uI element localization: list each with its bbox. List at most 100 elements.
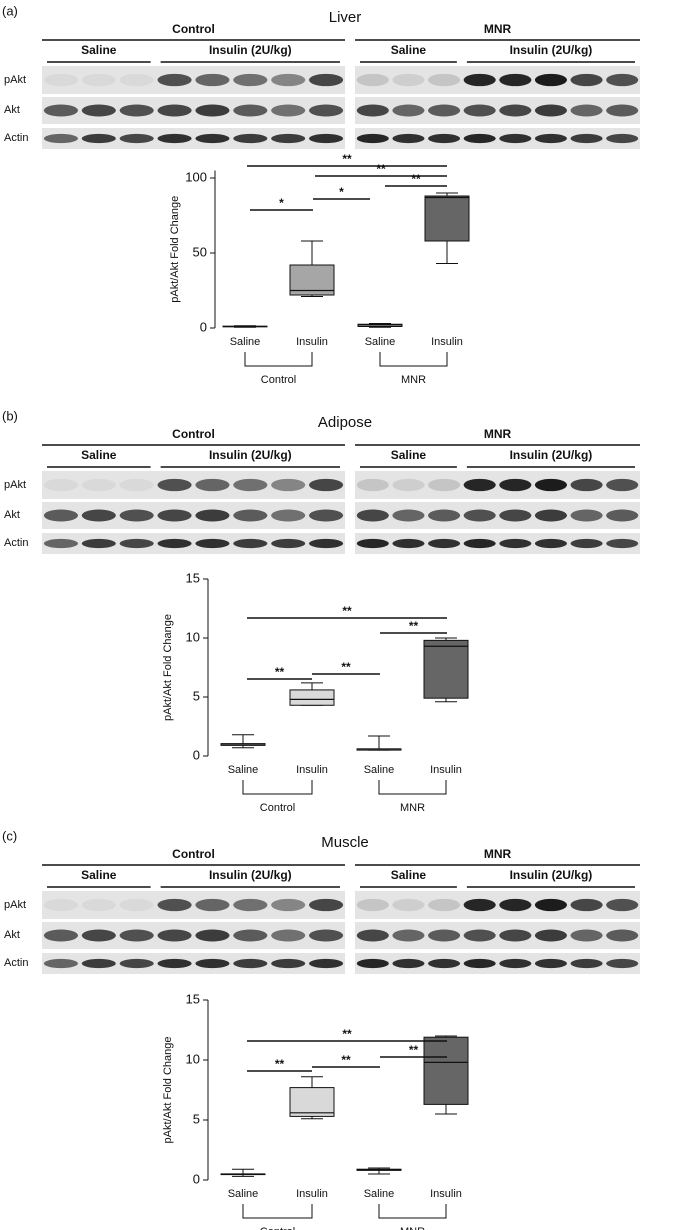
blot-group-label: MNR — [484, 427, 512, 441]
blot-band — [570, 958, 603, 969]
blot-subgroup-label: Insulin (2U/kg) — [209, 868, 292, 882]
blot-band — [81, 104, 116, 117]
blot-band — [43, 478, 78, 492]
blot-strip — [42, 953, 345, 974]
blot-group-label: MNR — [484, 22, 512, 36]
y-tick-label: 15 — [186, 570, 200, 585]
blot-band — [570, 478, 603, 492]
blot-band — [463, 133, 496, 144]
blot-band — [534, 929, 567, 942]
blot-band — [499, 538, 532, 549]
group-label: MNR — [400, 1226, 425, 1230]
blot-band — [499, 929, 532, 942]
blot-band — [570, 538, 603, 549]
blot-band — [428, 133, 461, 144]
blot-band — [534, 509, 567, 522]
blot-band — [463, 929, 496, 942]
blot-band — [43, 73, 78, 87]
blot-band — [195, 509, 230, 522]
x-tick-label: Insulin — [431, 336, 463, 348]
panel-title: Muscle — [321, 834, 369, 851]
y-tick-label: 0 — [193, 1171, 200, 1186]
blot-band — [271, 478, 306, 492]
blot-band — [428, 898, 461, 912]
blot-band — [309, 133, 344, 144]
blot-strip — [355, 953, 640, 974]
blot-band — [606, 478, 639, 492]
blot-band — [392, 104, 425, 117]
blot-band — [195, 478, 230, 492]
blot-subgroup-label: Saline — [391, 868, 427, 882]
blot-band — [233, 104, 268, 117]
blot-band — [157, 478, 192, 492]
blot-band — [157, 104, 192, 117]
box — [289, 1087, 335, 1117]
blot-band — [499, 73, 532, 87]
blot-band — [195, 929, 230, 942]
blot-band — [428, 538, 461, 549]
blot-row-label: Actin — [4, 957, 28, 969]
significance-label: ** — [409, 619, 419, 633]
group-bracket — [244, 352, 313, 367]
box — [423, 639, 469, 699]
blot-band — [428, 509, 461, 522]
blot-band — [119, 929, 154, 942]
y-tick-label: 15 — [186, 991, 200, 1006]
blot-band — [309, 929, 344, 942]
blot-band — [119, 73, 154, 87]
significance-label: ** — [411, 172, 421, 186]
blot-band — [233, 133, 268, 144]
group-bracket — [242, 780, 313, 795]
x-tick-label: Saline — [228, 1188, 259, 1200]
blot-band — [428, 104, 461, 117]
blot-band — [463, 73, 496, 87]
blot-band — [534, 958, 567, 969]
panel-title: Adipose — [318, 414, 372, 431]
blot-band — [195, 958, 230, 969]
blot-band — [606, 958, 639, 969]
y-axis-label: pAkt/Akt Fold Change — [162, 1036, 174, 1143]
blot-row-label: Actin — [4, 132, 28, 144]
blot-strip — [42, 471, 345, 499]
blot-band — [356, 958, 389, 969]
blot-band — [309, 509, 344, 522]
blot-subgroup-label: Saline — [81, 448, 117, 462]
significance-label: ** — [342, 152, 352, 166]
y-tick-label: 5 — [193, 1111, 200, 1126]
significance-label: ** — [275, 1057, 285, 1071]
blot-band — [81, 538, 116, 549]
blot-band — [309, 958, 344, 969]
blot-band — [195, 133, 230, 144]
blot-band — [43, 509, 78, 522]
blot-subgroup-label: Saline — [391, 448, 427, 462]
blot-strip — [42, 128, 345, 149]
blot-band — [233, 509, 268, 522]
significance-label: ** — [342, 1027, 352, 1041]
blot-band — [81, 73, 116, 87]
y-tick-label: 100 — [185, 169, 207, 184]
blot-band — [81, 133, 116, 144]
blot-band — [356, 133, 389, 144]
blot-band — [43, 898, 78, 912]
x-tick-label: Insulin — [430, 1188, 462, 1200]
blot-band — [463, 958, 496, 969]
blot-row-label: Akt — [4, 929, 20, 941]
blot-band — [195, 538, 230, 549]
blot-band — [392, 958, 425, 969]
y-axis-label: pAkt/Akt Fold Change — [162, 614, 174, 721]
blot-band — [606, 538, 639, 549]
blot-band — [499, 104, 532, 117]
x-tick-label: Saline — [364, 764, 395, 776]
blot-band — [43, 104, 78, 117]
blot-band — [463, 898, 496, 912]
blot-band — [233, 929, 268, 942]
group-label: MNR — [400, 802, 425, 814]
y-tick-label: 0 — [193, 747, 200, 762]
blot-band — [271, 509, 306, 522]
blot-band — [463, 538, 496, 549]
blot-band — [499, 478, 532, 492]
blot-band — [356, 509, 389, 522]
blot-row-label: Actin — [4, 537, 28, 549]
y-tick-label: 50 — [193, 244, 207, 259]
blot-band — [606, 104, 639, 117]
